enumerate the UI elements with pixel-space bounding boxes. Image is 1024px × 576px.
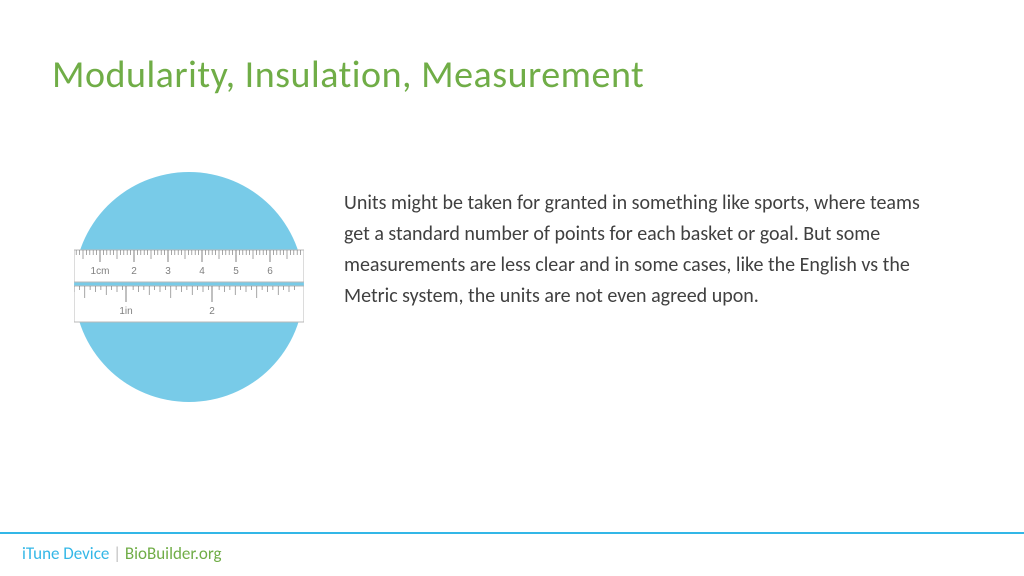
svg-text:2: 2 <box>131 266 137 277</box>
footer-divider <box>0 532 1024 534</box>
svg-text:3: 3 <box>165 266 171 277</box>
svg-text:2: 2 <box>209 306 215 317</box>
svg-text:1cm: 1cm <box>91 266 110 277</box>
content-row: 1cm 2 3 4 5 6 1in 2 Units might be taken for gr… <box>74 172 950 402</box>
footer-separator: | <box>109 543 125 564</box>
svg-text:1in: 1in <box>119 306 132 317</box>
ruler-graphic: 1cm 2 3 4 5 6 1in 2 <box>74 172 304 402</box>
footer-left: iTune Device <box>22 543 109 564</box>
footer: iTune Device | BioBuilder.org <box>22 543 222 564</box>
svg-text:6: 6 <box>267 266 273 277</box>
svg-text:5: 5 <box>233 266 239 277</box>
body-paragraph: Units might be taken for granted in some… <box>344 172 950 312</box>
footer-right: BioBuilder.org <box>125 543 222 564</box>
svg-text:4: 4 <box>199 266 205 277</box>
slide-title: Modularity, Insulation, Measurement <box>52 52 644 98</box>
